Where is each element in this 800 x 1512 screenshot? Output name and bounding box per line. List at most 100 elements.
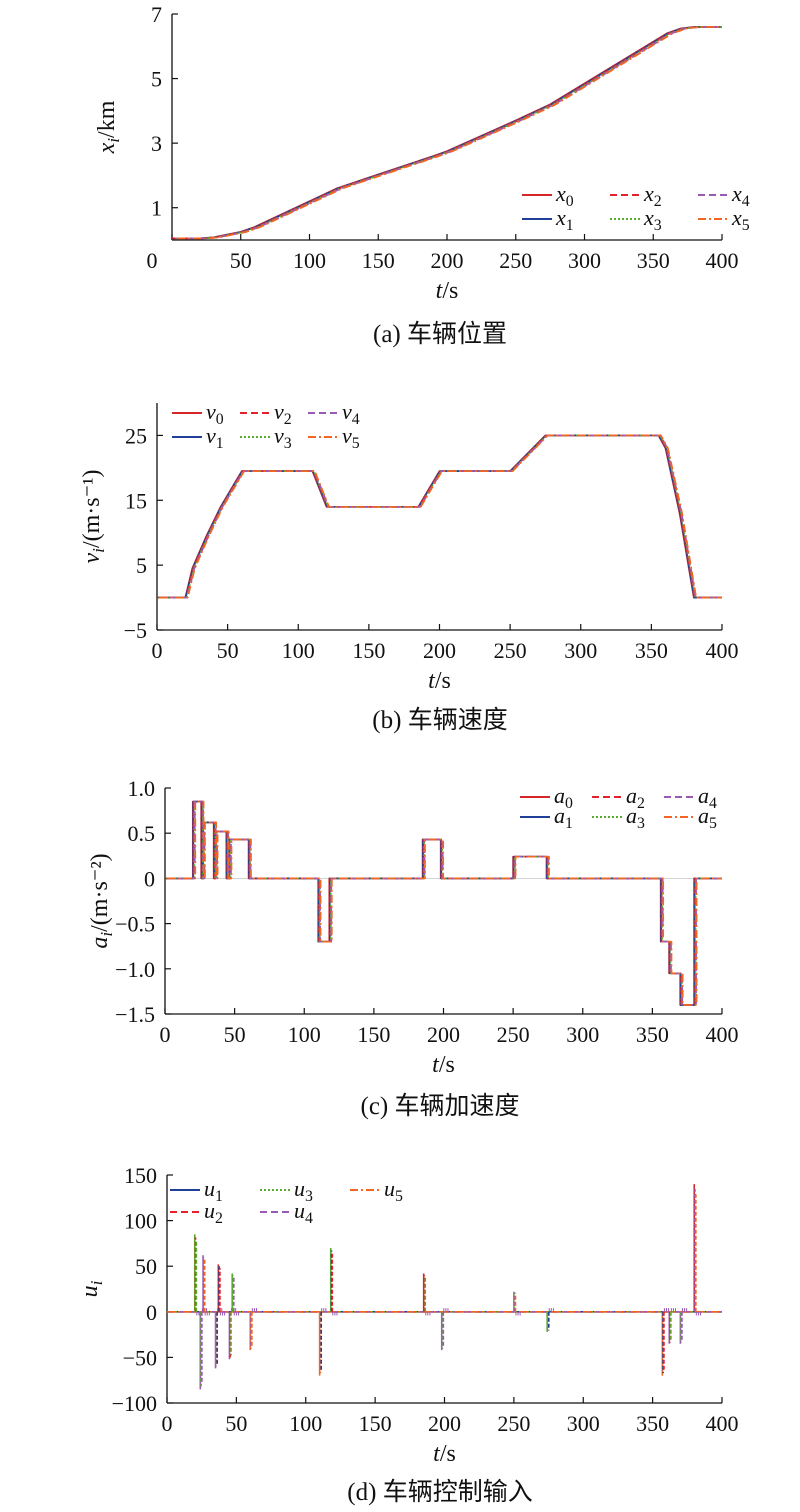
y-tick-label: 100 [124,1209,157,1234]
legend-entry-u4: u4 [294,1198,313,1227]
legend-entry-x5: x5 [731,205,750,234]
series-line-x4 [176,25,722,240]
panel-b-vehicle-speed: (b) 车辆速度 0 50 100 150 200 250 300 350 400 −5 5 15 25… [79,399,739,734]
legend-entry-x0: x0 [555,181,574,210]
x-tick-label: 150 [362,248,395,273]
y-tick-label: −0.5 [115,912,155,937]
x-tick-label: 0 [162,1411,173,1436]
x-tick-label: 350 [636,1411,669,1436]
y-tick-label: −5 [124,618,147,643]
y-tick-label: −50 [123,1345,157,1370]
x-tick-label: 300 [568,248,601,273]
legend-entry-u2: u2 [204,1198,223,1227]
legend: v0 v2 v4 v1 v3 v5 [172,399,360,452]
legend-entry-v4: v4 [342,399,360,428]
y-axis-label: xi/km [94,100,123,154]
x-axis-label: t/s [428,668,451,694]
x-axis-label: t/s [436,278,459,304]
y-tick-label: −100 [112,1391,157,1416]
series-line-x3 [175,25,722,240]
x-tick-label: 100 [282,638,315,663]
legend-entry-v5: v5 [342,423,360,452]
legend-entry-u1: u1 [204,1176,223,1205]
y-tick-label: 1 [151,196,162,221]
y-tick-label: 5 [151,67,162,92]
legend-entry-x1: x1 [555,205,574,234]
x-axis-label: t/s [433,1441,456,1467]
x-tick-label: 0 [147,248,158,273]
x-tick-label: 150 [359,1411,392,1436]
legend-entry-x3: x3 [643,205,662,234]
series-line-a4 [166,800,722,1006]
caption-b: (b) 车辆速度 [372,706,507,734]
series-line-v5 [159,434,722,599]
series-line-x1 [173,25,722,240]
x-tick-label: 350 [637,248,670,273]
series-line-a2 [166,800,722,1006]
y-axis-label: ui [77,1280,106,1297]
legend-entry-a3: a3 [626,803,645,832]
caption-a: (a) 车辆位置 [373,320,507,348]
x-tick-label: 400 [706,1411,739,1436]
legend-entry-x2: x2 [643,181,662,210]
x-tick-label: 250 [494,638,527,663]
x-tick-label: 400 [706,638,739,663]
x-tick-label: 100 [293,248,326,273]
series-line-a3 [166,800,722,1006]
x-tick-label: 200 [428,1411,461,1436]
x-tick-label: 300 [566,1022,599,1047]
legend-entry-a0: a0 [554,783,573,812]
series-line-a0 [165,800,722,1006]
legend-entry-a1: a1 [554,803,573,832]
y-tick-label: 7 [151,2,162,27]
legend-entry-v1: v1 [206,423,224,452]
legend-entry-u3: u3 [294,1176,313,1205]
x-tick-label: 200 [427,1022,460,1047]
x-tick-label: 350 [636,1022,669,1047]
y-tick-label: 50 [135,1254,157,1279]
series-line-x5 [177,25,722,240]
series-line-v2 [158,434,722,599]
x-tick-label: 250 [499,248,532,273]
x-tick-label: 100 [288,1022,321,1047]
x-tick-label: 50 [230,248,252,273]
x-tick-label: 250 [497,1022,530,1047]
series-line-v4 [159,434,722,599]
series-line-v0 [157,434,722,599]
y-tick-label: 15 [125,488,147,513]
series-line-v1 [157,434,722,599]
legend: x0 x2 x4 x1 x3 x5 [522,181,750,234]
panel-d-vehicle-control-input: (d) 车辆控制输入 0 50 100 150 200 250 300 350 400 150 10… [77,1163,739,1506]
x-tick-label: 0 [160,1022,171,1047]
x-tick-label: 300 [567,1411,600,1436]
legend-entry-a5: a5 [698,803,717,832]
x-tick-label: 200 [423,638,456,663]
x-tick-label: 400 [706,248,739,273]
y-tick-label: −1.0 [115,957,155,982]
legend-entry-v2: v2 [274,399,292,428]
x-tick-label: 400 [706,1022,739,1047]
series-line-x2 [174,25,722,240]
y-tick-label: 0.5 [128,821,156,846]
legend-entry-v3: v3 [274,423,292,452]
x-tick-label: 150 [352,638,385,663]
y-tick-label: −1.5 [115,1002,155,1027]
y-tick-label: 25 [125,423,147,448]
x-tick-label: 50 [225,1411,247,1436]
y-tick-label: 150 [124,1163,157,1188]
panel-a-vehicle-position: (a) 车辆位置 0 50 100 150 200 250 300 350 400 1 3 5 7 t/s… [94,2,750,348]
caption-d: (d) 车辆控制输入 [347,1478,532,1506]
legend: u1 u3 u5 u2 u4 [170,1176,403,1227]
series-line-a1 [165,800,722,1006]
series-line-x0 [172,25,722,240]
legend: a0 a2 a4 a1 a3 a5 [520,783,717,832]
x-tick-label: 50 [224,1022,246,1047]
x-tick-label: 50 [217,638,239,663]
legend-entry-x4: x4 [731,181,750,210]
y-axis-label: ai/(m·s⁻²) [87,853,116,948]
x-tick-label: 150 [357,1022,390,1047]
x-tick-label: 0 [152,638,163,663]
x-tick-label: 350 [635,638,668,663]
legend-entry-a4: a4 [698,783,717,812]
